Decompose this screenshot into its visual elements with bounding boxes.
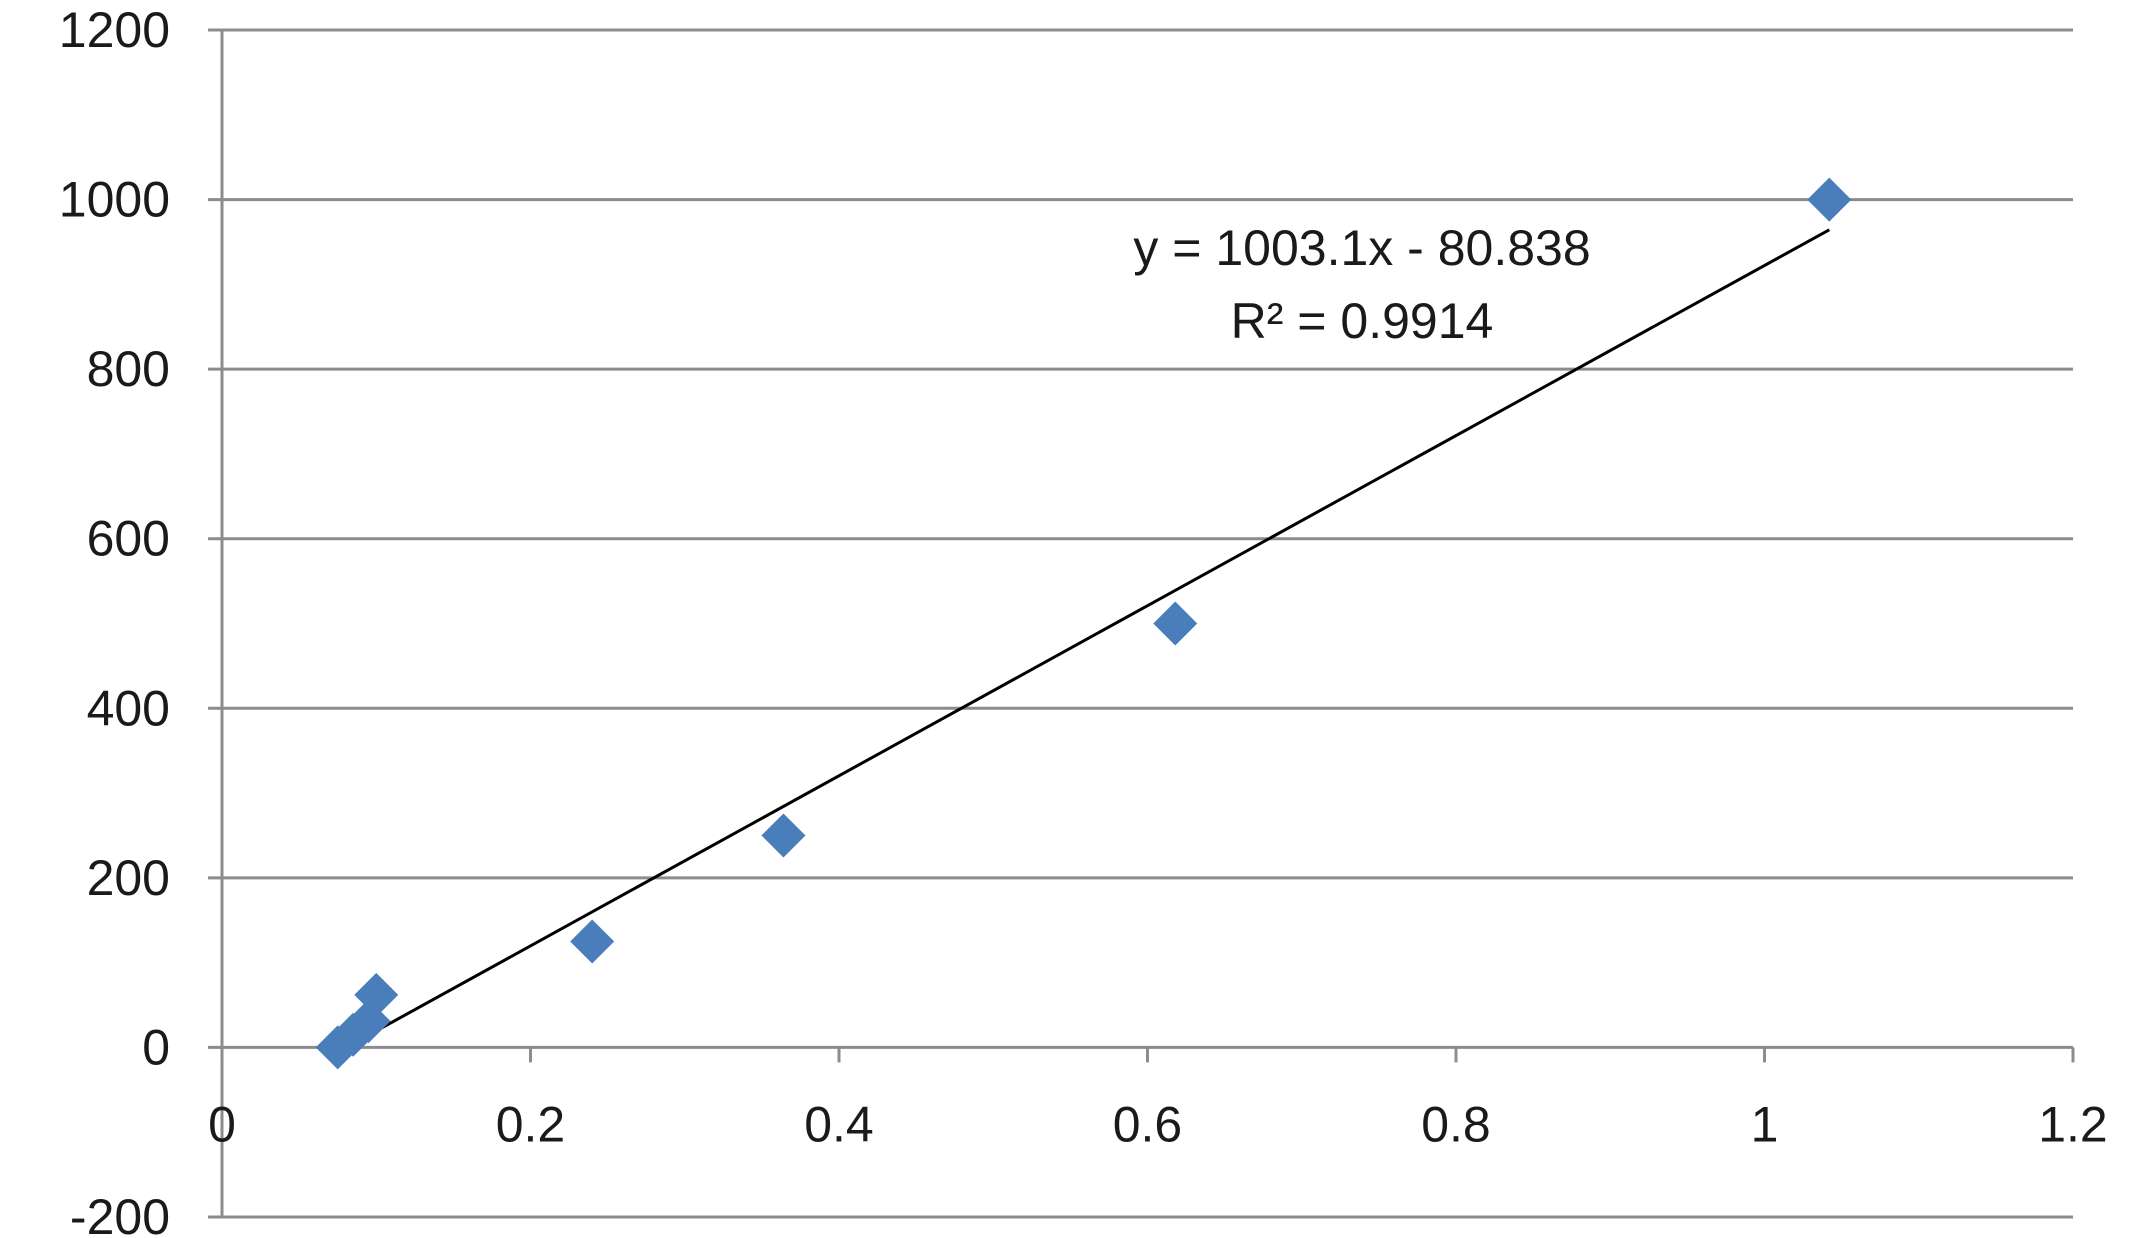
trendline-group xyxy=(336,228,1831,1054)
data-point xyxy=(761,813,806,858)
y-tick-label: 1200 xyxy=(59,2,170,58)
y-axis-tick-labels: -200 0 200 400 600 800 1000 1200 xyxy=(59,2,170,1238)
x-tick-label: 1 xyxy=(1751,1096,1779,1152)
y-tick-label: -200 xyxy=(70,1189,170,1238)
x-tick-label: 0.8 xyxy=(1421,1096,1491,1152)
x-tick-label: 0 xyxy=(208,1096,236,1152)
x-axis-tick-labels: 0 0.2 0.4 0.6 0.8 1 1.2 xyxy=(208,1096,2108,1152)
data-point xyxy=(354,972,399,1017)
y-tick-label: 200 xyxy=(87,850,170,906)
x-tick-label: 0.4 xyxy=(804,1096,874,1152)
data-points xyxy=(315,177,1852,1070)
trendline-equation: y = 1003.1x - 80.838 xyxy=(1133,220,1590,276)
y-tick-label: 1000 xyxy=(59,172,170,228)
data-point xyxy=(1807,177,1852,222)
axes xyxy=(208,30,2075,1217)
trendline xyxy=(336,228,1831,1054)
gridlines xyxy=(208,28,2073,1219)
x-tick-label: 0.2 xyxy=(496,1096,566,1152)
y-tick-label: 800 xyxy=(87,341,170,397)
y-tick-label: 400 xyxy=(87,680,170,736)
y-tick-label: 0 xyxy=(142,1019,170,1075)
y-tick-label: 600 xyxy=(87,511,170,567)
data-point xyxy=(1153,601,1198,646)
trendline-r-squared: R² = 0.9914 xyxy=(1231,293,1494,349)
x-tick-label: 0.6 xyxy=(1113,1096,1183,1152)
data-point xyxy=(570,919,615,964)
trendline-annotation: y = 1003.1x - 80.838 R² = 0.9914 xyxy=(1133,220,1590,349)
x-tick-label: 1.2 xyxy=(2038,1096,2108,1152)
